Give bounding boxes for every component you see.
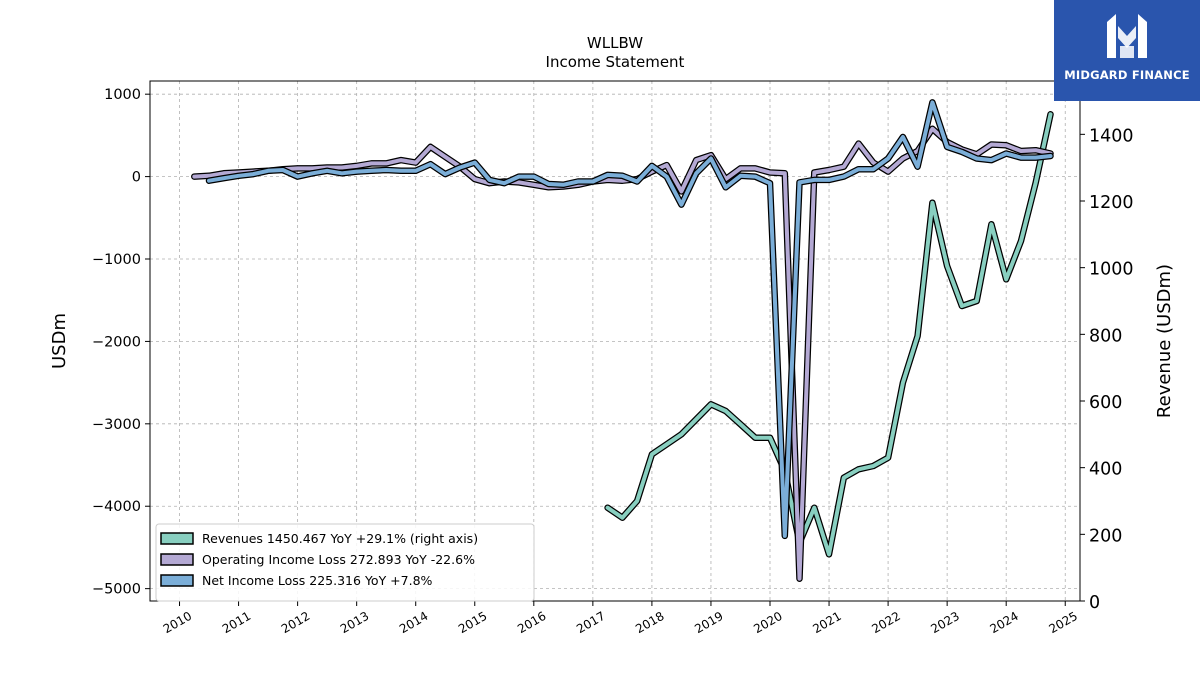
y-left-tick-label: −4000 xyxy=(92,499,141,515)
x-tick-label: 2025 xyxy=(1047,609,1080,636)
brand-name: MIDGARD FINANCE xyxy=(1064,68,1190,82)
legend-entry: Net Income Loss 225.316 YoY +7.8% xyxy=(202,573,433,588)
x-tick-label: 2013 xyxy=(338,609,371,636)
legend-box xyxy=(155,523,535,602)
x-tick-label: 2022 xyxy=(869,609,902,636)
operating-income-loss-line xyxy=(192,126,1053,581)
plot-frame xyxy=(149,80,1081,602)
y-left-tick-label: −5000 xyxy=(92,582,141,598)
y-axis-left: 1000 0 −1000 −2000 −3000 −4000 −5000 xyxy=(92,87,150,598)
legend-entry: Revenues 1450.467 YoY +29.1% (right axis… xyxy=(202,531,478,546)
x-tick-label: 2023 xyxy=(928,609,961,636)
x-tick-label: 2019 xyxy=(692,609,725,636)
y-right-tick-label: 200 xyxy=(1089,526,1122,546)
x-tick-label: 2021 xyxy=(810,609,843,636)
y-right-tick-label: 800 xyxy=(1089,326,1122,346)
y-right-tick-label: 400 xyxy=(1089,460,1122,480)
net-income-loss-line xyxy=(207,100,1053,538)
revenues-line xyxy=(605,112,1053,557)
series-layer xyxy=(191,99,1054,582)
y-left-tick-label: 0 xyxy=(132,170,141,186)
y-axis-left-label: USDm xyxy=(49,313,70,369)
legend-swatch xyxy=(160,532,194,545)
y-left-tick-label: −1000 xyxy=(92,252,141,268)
x-tick-label: 2024 xyxy=(987,609,1020,636)
x-tick-label: 2018 xyxy=(633,609,666,636)
y-right-tick-label: 1200 xyxy=(1089,193,1134,213)
y-right-tick-label: 1000 xyxy=(1089,260,1134,280)
x-tick-label: 2011 xyxy=(220,609,253,636)
y-right-tick-label: 0 xyxy=(1089,593,1100,613)
legend-entry: Operating Income Loss 272.893 YoY -22.6% xyxy=(202,552,475,567)
x-tick-label: 2017 xyxy=(574,609,607,636)
midgard-m-logo-icon xyxy=(1107,14,1147,58)
y-axis-right-label: Revenue (USDm) xyxy=(1154,264,1175,418)
x-tick-label: 2015 xyxy=(456,609,489,636)
x-tick-label: 2020 xyxy=(751,609,784,636)
x-tick-label: 2016 xyxy=(515,609,548,636)
grid xyxy=(150,81,1080,601)
chart-subtitle: Income Statement xyxy=(546,53,685,71)
y-axis-right: 0 200 400 600 800 1000 1200 1400 xyxy=(1080,126,1134,613)
x-tick-label: 2012 xyxy=(279,609,312,636)
legend: Revenues 1450.467 YoY +29.1% (right axis… xyxy=(155,523,535,602)
x-tick-label: 2010 xyxy=(161,609,194,636)
y-left-tick-label: −3000 xyxy=(92,417,141,433)
chart-title: WLLBW xyxy=(587,34,643,52)
y-right-tick-label: 1400 xyxy=(1089,126,1134,146)
operating-income-loss-line-outline xyxy=(191,125,1054,582)
legend-swatch xyxy=(160,553,194,566)
brand-logo: MIDGARD FINANCE xyxy=(1054,0,1200,101)
y-left-tick-label: 1000 xyxy=(104,87,141,103)
x-axis: 2010 2011 2012 2013 2014 2015 2016 2017 2018 2019… xyxy=(161,601,1080,636)
legend-swatch xyxy=(160,574,194,587)
x-tick-label: 2014 xyxy=(397,609,430,636)
y-left-tick-label: −2000 xyxy=(92,334,141,350)
y-right-tick-label: 600 xyxy=(1089,393,1122,413)
